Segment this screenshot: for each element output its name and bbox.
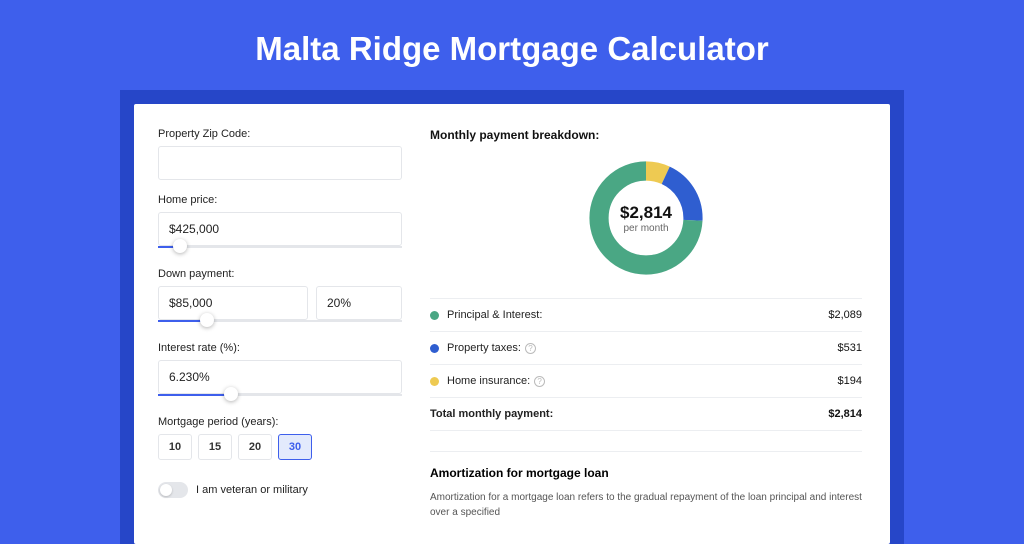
legend-row: Principal & Interest:$2,089 [430,299,862,332]
amortization-text: Amortization for a mortgage loan refers … [430,490,862,520]
legend-value: $531 [838,342,862,354]
legend-row: Home insurance:?$194 [430,365,862,398]
down-payment-amount-input[interactable] [158,286,308,320]
home-price-slider[interactable] [158,244,402,254]
donut-wrap: $2,814 per month [430,156,862,280]
interest-rate-slider[interactable] [158,392,402,402]
zip-input[interactable] [158,146,402,180]
period-option-15[interactable]: 15 [198,434,232,460]
home-price-field: Home price: [158,194,402,254]
down-payment-field: Down payment: [158,268,402,328]
calculator-frame: Property Zip Code: Home price: Down paym… [120,90,904,544]
total-value: $2,814 [828,408,862,420]
down-payment-label: Down payment: [158,268,402,280]
interest-rate-field: Interest rate (%): [158,342,402,402]
down-payment-slider[interactable] [158,318,402,328]
legend-value: $2,089 [828,309,862,321]
legend-dot-icon [430,311,439,320]
breakdown-title: Monthly payment breakdown: [430,128,862,142]
amortization-title: Amortization for mortgage loan [430,466,862,480]
period-option-20[interactable]: 20 [238,434,272,460]
home-price-input[interactable] [158,212,402,246]
legend-dot-icon [430,377,439,386]
mortgage-period-label: Mortgage period (years): [158,416,402,428]
legend-row: Property taxes:?$531 [430,332,862,365]
veteran-label: I am veteran or military [196,484,308,496]
legend-total-row: Total monthly payment:$2,814 [430,398,862,431]
amortization-section: Amortization for mortgage loan Amortizat… [430,451,862,520]
breakdown-legend: Principal & Interest:$2,089Property taxe… [430,298,862,431]
veteran-row: I am veteran or military [158,482,402,498]
legend-dot-icon [430,344,439,353]
total-label: Total monthly payment: [430,408,828,420]
donut-center-sub: per month [623,223,668,234]
info-icon[interactable]: ? [525,343,536,354]
zip-label: Property Zip Code: [158,128,402,140]
legend-label: Property taxes:? [447,342,838,354]
legend-value: $194 [838,375,862,387]
hero-header: Malta Ridge Mortgage Calculator [0,0,1024,90]
veteran-toggle[interactable] [158,482,188,498]
period-option-10[interactable]: 10 [158,434,192,460]
zip-field: Property Zip Code: [158,128,402,180]
legend-label: Principal & Interest: [447,309,828,321]
form-panel: Property Zip Code: Home price: Down paym… [158,128,402,520]
home-price-label: Home price: [158,194,402,206]
mortgage-period-field: Mortgage period (years): 10152030 [158,416,402,460]
down-payment-percent-input[interactable] [316,286,402,320]
mortgage-period-options: 10152030 [158,434,402,460]
breakdown-panel: Monthly payment breakdown: $2,814 per mo… [430,128,862,520]
period-option-30[interactable]: 30 [278,434,312,460]
legend-label: Home insurance:? [447,375,838,387]
interest-rate-input[interactable] [158,360,402,394]
calculator-card: Property Zip Code: Home price: Down paym… [134,104,890,544]
page-title: Malta Ridge Mortgage Calculator [0,30,1024,68]
info-icon[interactable]: ? [534,376,545,387]
donut-center-value: $2,814 [620,203,672,223]
interest-rate-label: Interest rate (%): [158,342,402,354]
payment-donut-chart: $2,814 per month [584,156,708,280]
